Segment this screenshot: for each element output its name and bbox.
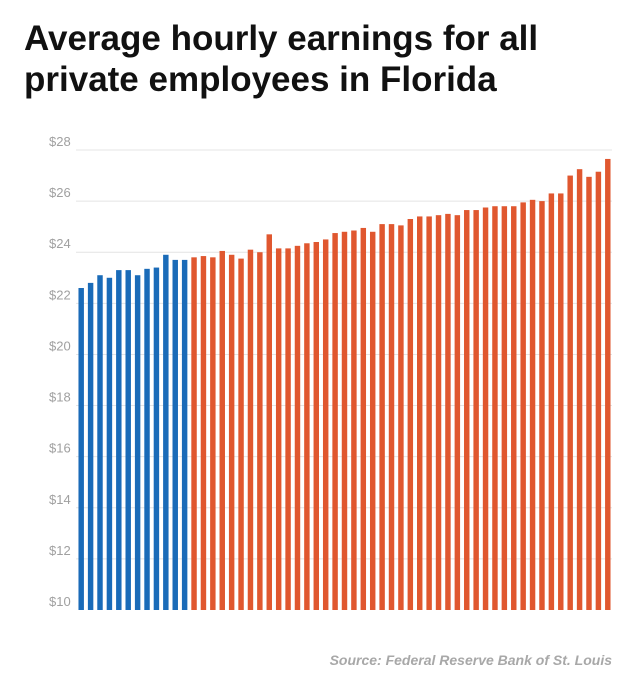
bar	[520, 202, 526, 610]
bar	[275, 248, 282, 610]
y-tick-label: $16	[49, 441, 71, 456]
bar	[163, 254, 169, 610]
bar-chart: $10 $12 $14 $16 $18 $20 $22 $24 $26 $28	[49, 134, 612, 611]
bar	[398, 225, 404, 610]
bar	[407, 219, 414, 610]
y-tick-label: $10	[49, 594, 71, 609]
bar	[200, 256, 207, 610]
bar	[125, 270, 131, 610]
bar	[454, 215, 461, 611]
bars	[78, 158, 611, 611]
bar	[181, 259, 188, 610]
bar	[351, 230, 357, 610]
bar	[492, 206, 498, 610]
bar	[116, 270, 122, 610]
bar	[322, 239, 329, 610]
bar	[219, 250, 225, 610]
y-tick-label: $28	[49, 134, 71, 149]
bar	[445, 213, 451, 610]
bar	[78, 288, 84, 610]
bar	[304, 243, 310, 610]
bar	[106, 277, 113, 610]
y-axis-tick-labels: $10 $12 $14 $16 $18 $20 $22 $24 $26 $28	[49, 134, 71, 609]
bar	[369, 231, 376, 610]
bar	[360, 227, 367, 610]
bar	[144, 268, 150, 610]
bar	[388, 224, 395, 611]
chart-title: Average hourly earnings for all private …	[24, 19, 539, 99]
y-tick-label: $20	[49, 338, 71, 353]
bar	[426, 216, 432, 610]
bar	[501, 206, 508, 610]
bar	[153, 267, 160, 610]
y-tick-label: $14	[49, 492, 71, 507]
bar	[529, 199, 536, 610]
bar	[210, 257, 216, 610]
bar	[285, 248, 291, 610]
bar	[558, 193, 564, 610]
bar	[511, 206, 517, 610]
y-tick-label: $22	[49, 287, 71, 302]
bar	[473, 210, 479, 610]
bar	[341, 231, 348, 610]
bar	[266, 234, 272, 610]
bar	[87, 282, 94, 610]
bar	[482, 207, 489, 610]
bar	[605, 158, 611, 610]
bar	[294, 245, 301, 610]
bar	[417, 216, 423, 610]
bar	[595, 171, 602, 610]
bar	[539, 201, 545, 611]
bar	[134, 275, 141, 610]
y-tick-label: $12	[49, 543, 71, 558]
bar	[313, 242, 320, 610]
bar	[379, 224, 385, 611]
bar	[238, 258, 244, 610]
bar	[191, 257, 197, 610]
bar	[586, 176, 592, 610]
bar	[332, 233, 338, 610]
y-tick-label: $26	[49, 185, 71, 200]
bar	[548, 193, 555, 610]
source-note: Source: Federal Reserve Bank of St. Loui…	[329, 652, 612, 668]
bar	[247, 249, 254, 611]
bar	[567, 175, 573, 610]
bar	[576, 169, 583, 611]
bar	[435, 215, 442, 611]
bar	[228, 254, 235, 610]
bar	[97, 275, 103, 610]
y-tick-label: $18	[49, 390, 71, 405]
y-tick-label: $24	[49, 236, 71, 251]
bar	[172, 259, 178, 610]
bar	[464, 210, 470, 610]
bar	[257, 252, 263, 610]
